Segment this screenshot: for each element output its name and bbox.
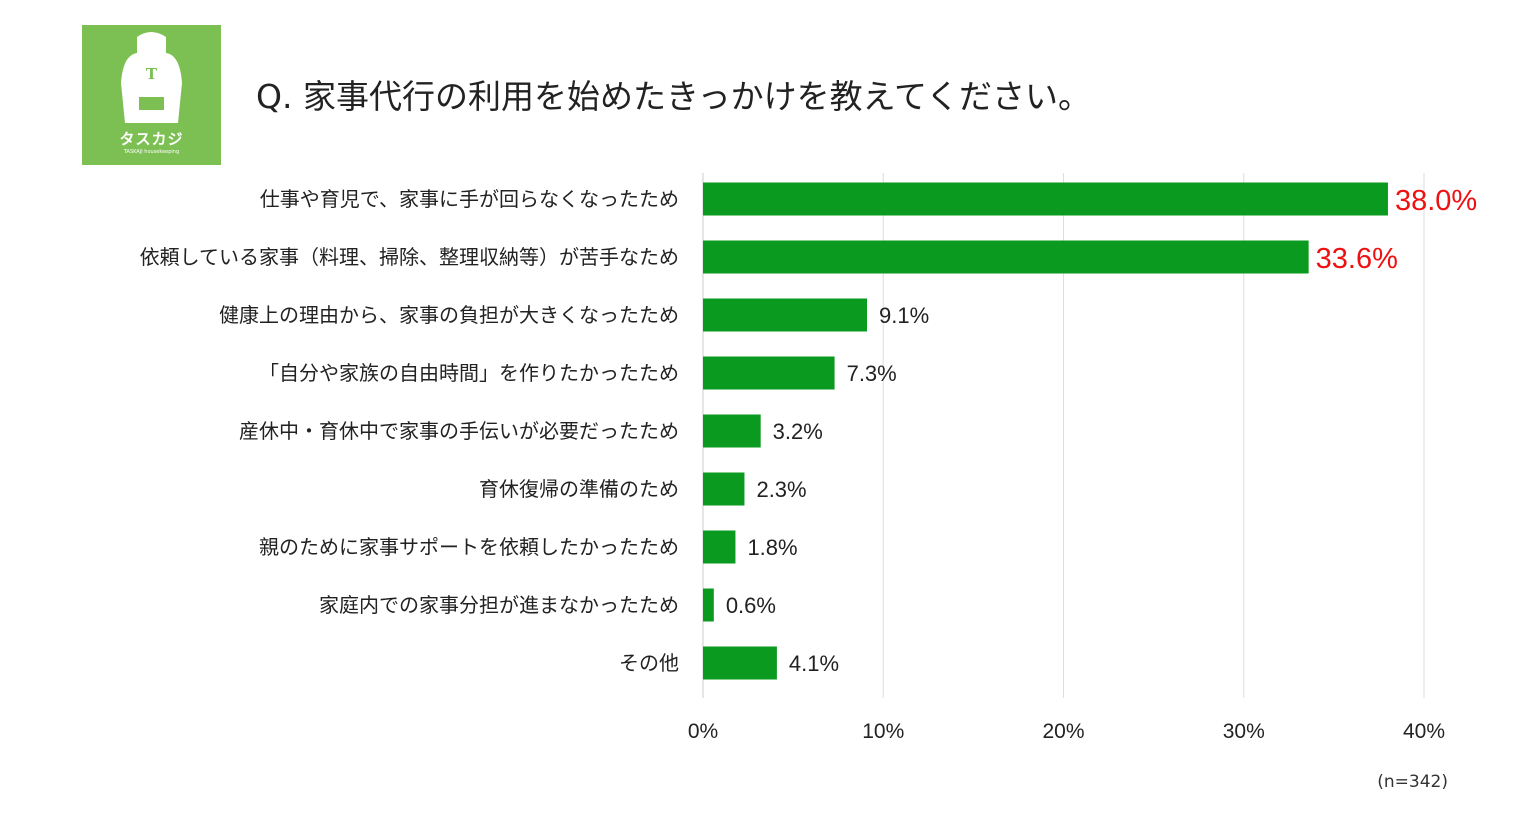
category-label: 育休復帰の準備のため: [479, 477, 679, 501]
x-tick-label: 40%: [1403, 720, 1445, 743]
category-label: 仕事や育児で、家事に手が回らなくなったため: [260, 187, 679, 211]
value-label: 9.1%: [879, 303, 929, 328]
bar: [703, 182, 1388, 216]
bar: [703, 588, 714, 622]
bar: [703, 298, 868, 332]
category-label: 家庭内での家事分担が進まなかったため: [319, 593, 679, 617]
bar: [703, 530, 736, 564]
sample-size-note: (n=342): [1377, 772, 1448, 792]
page-title: Q. 家事代行の利用を始めたきっかけを教えてください。: [256, 77, 1091, 116]
logo-subtitle: TASKAJI housekeeping: [123, 149, 180, 155]
logo-name: タスカジ: [119, 130, 184, 148]
bar: [703, 472, 745, 506]
bar: [703, 646, 777, 680]
value-label: 3.2%: [773, 419, 823, 444]
value-label: 38.0%: [1395, 185, 1477, 217]
value-label: 0.6%: [726, 593, 776, 618]
category-label: 健康上の理由から、家事の負担が大きくなったため: [219, 303, 679, 327]
tasukaji-logo: T タスカジ TASKAJI housekeeping: [82, 25, 221, 165]
category-label: その他: [619, 651, 679, 675]
bar: [703, 240, 1309, 274]
category-label: 「自分や家族の自由時間」を作りたかったため: [259, 361, 679, 385]
x-tick-label: 30%: [1223, 720, 1265, 743]
value-label: 4.1%: [789, 651, 839, 676]
x-tick-label: 0%: [688, 720, 718, 743]
x-tick-label: 20%: [1042, 720, 1084, 743]
value-label: 2.3%: [756, 477, 806, 502]
value-label: 33.6%: [1316, 243, 1398, 275]
category-label: 依頼している家事（料理、掃除、整理収納等）が苦手なため: [140, 245, 679, 269]
category-label: 親のために家事サポートを依頼したかったため: [259, 535, 679, 559]
value-label: 7.3%: [847, 361, 897, 386]
logo-letter: T: [145, 65, 158, 83]
bar: [703, 414, 761, 448]
category-label: 産休中・育休中で家事の手伝いが必要だったため: [239, 419, 679, 443]
x-tick-label: 10%: [862, 720, 904, 743]
bar: [703, 356, 835, 390]
value-label: 1.8%: [747, 535, 797, 560]
apron-icon: [121, 32, 182, 123]
